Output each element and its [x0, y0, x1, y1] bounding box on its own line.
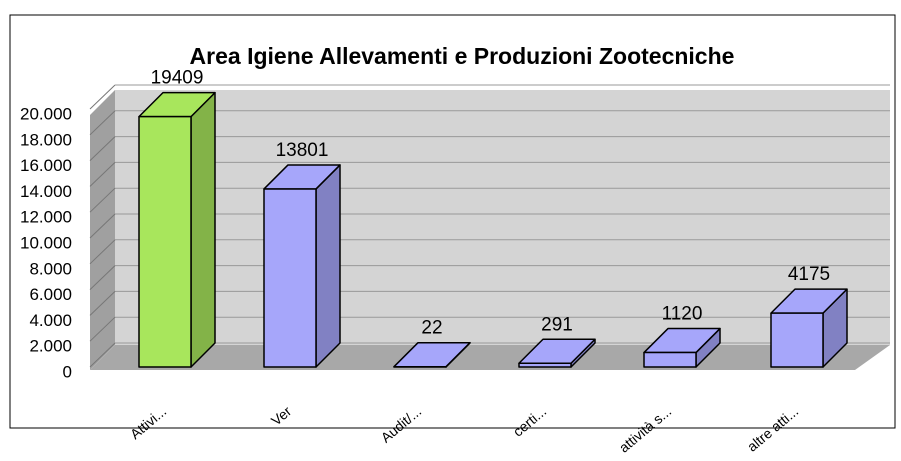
grid-line	[89, 187, 116, 213]
y-tick-label: 4.000	[29, 311, 72, 330]
grid-line	[89, 162, 116, 187]
grid-line	[89, 110, 116, 136]
chart-title: Area Igiene Allevamenti e Produzioni Zoo…	[190, 43, 735, 69]
bar-side	[315, 164, 341, 368]
y-tick-label: 14.000	[20, 182, 72, 201]
grid-line	[89, 136, 116, 161]
y-tick-label: 0	[63, 362, 72, 381]
back-wall	[115, 90, 890, 345]
grid-line	[89, 265, 116, 290]
data-label: 13801	[276, 140, 329, 161]
y-tick-label: 2.000	[29, 337, 72, 356]
grid-line	[89, 291, 116, 316]
y-tick-label: 6.000	[29, 285, 72, 304]
y-tick-label: 18.000	[20, 130, 72, 149]
y-tick-label: 20.000	[20, 104, 72, 123]
grid-line	[89, 316, 116, 342]
side-wall	[90, 90, 115, 370]
data-label: 291	[541, 314, 573, 335]
y-tick-label: 12.000	[20, 208, 72, 227]
data-label: 1120	[662, 304, 703, 325]
bar-side	[190, 91, 216, 368]
grid-line	[89, 342, 116, 368]
data-label: 19409	[151, 68, 204, 89]
grid-line	[89, 213, 116, 239]
y-tick-label: 8.000	[29, 259, 72, 278]
grid-line	[89, 84, 116, 110]
grid-line	[89, 239, 116, 265]
y-tick-label: 10.000	[20, 233, 72, 252]
y-tick-label: 16.000	[20, 156, 72, 175]
bar	[770, 312, 824, 368]
bar	[643, 351, 697, 368]
data-label: 22	[421, 318, 442, 339]
bar	[518, 362, 572, 368]
bar	[263, 188, 317, 368]
data-label: 4175	[788, 264, 830, 285]
bar	[138, 115, 192, 368]
